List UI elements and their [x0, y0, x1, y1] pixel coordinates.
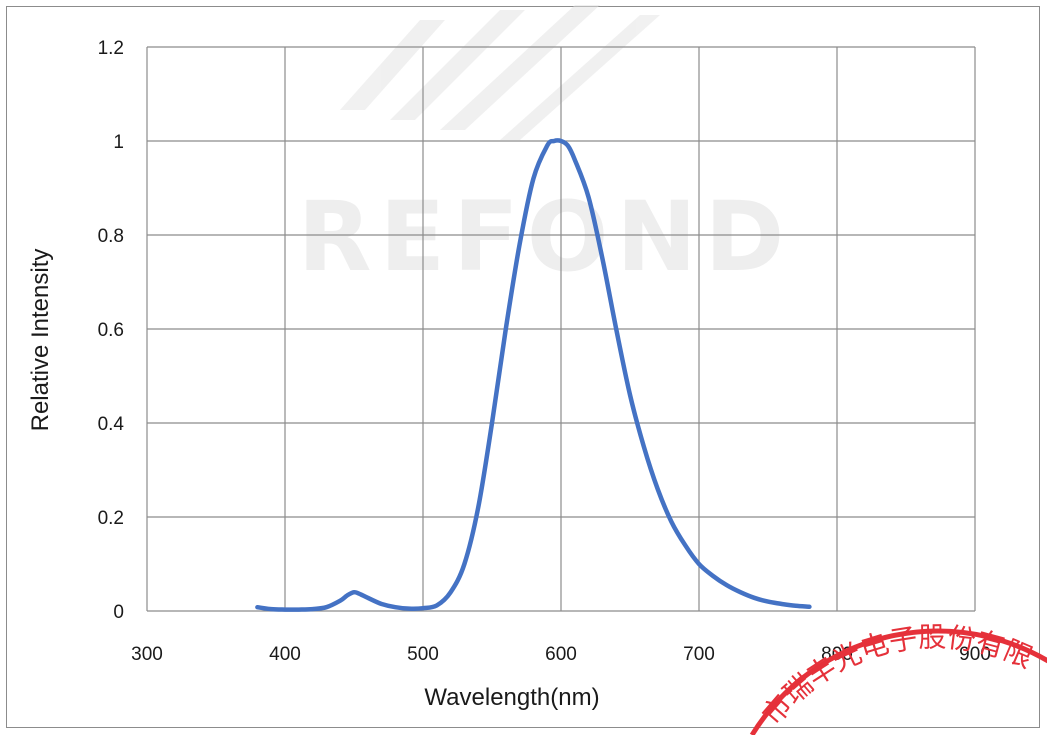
x-axis-title: Wavelength(nm) — [424, 684, 599, 711]
chart-frame — [6, 6, 1040, 728]
y-tick-label: 1.2 — [98, 38, 124, 59]
watermark-text: REFOND — [298, 181, 793, 293]
y-tick-label: 1 — [113, 132, 124, 153]
y-tick-label: 0.4 — [98, 414, 125, 435]
watermark: REFOND — [298, 5, 793, 293]
x-tick-labels: 300 400 500 600 700 800 900 — [131, 644, 991, 665]
x-tick-label: 600 — [545, 644, 577, 665]
x-tick-label: 700 — [683, 644, 715, 665]
watermark-stripes — [340, 5, 660, 140]
seal-ring — [749, 628, 1047, 735]
x-tick-label: 400 — [269, 644, 301, 665]
company-seal: 市瑞丰光电子股份有限 — [749, 621, 1047, 735]
x-tick-label: 300 — [131, 644, 163, 665]
y-tick-label: 0.8 — [98, 226, 124, 247]
y-tick-label: 0 — [113, 602, 124, 623]
y-tick-label: 0.6 — [98, 320, 124, 341]
seal-text: 市瑞丰光电子股份有限 — [756, 621, 1038, 732]
x-tick-label: 500 — [407, 644, 439, 665]
y-axis-title: Relative Intensity — [27, 249, 54, 432]
y-tick-labels: 0 0.2 0.4 0.6 0.8 1 1.2 — [98, 38, 125, 623]
y-tick-label: 0.2 — [98, 508, 124, 529]
x-tick-label: 900 — [959, 644, 991, 665]
series-group — [255, 138, 812, 612]
grid — [146, 46, 976, 612]
series-line-0 — [255, 138, 812, 612]
